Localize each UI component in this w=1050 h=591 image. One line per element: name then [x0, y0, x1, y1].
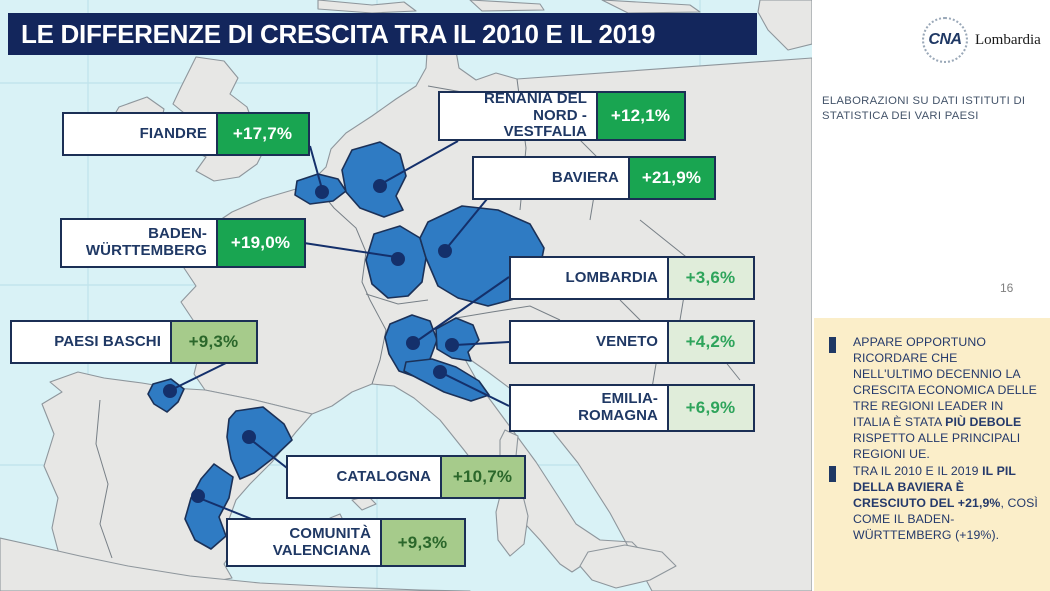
- region-label-baviera: BAVIERA +21,9%: [472, 156, 716, 200]
- growth-badge: +9,3%: [169, 320, 258, 364]
- dot-catalogna: [242, 430, 256, 444]
- growth-badge: +21,9%: [627, 156, 716, 200]
- region-label-lombardia: LOMBARDIA +3,6%: [509, 256, 755, 300]
- growth-badge: +4,2%: [666, 320, 755, 364]
- source-note: ELABORAZIONI SU DATI ISTITUTI DI STATIST…: [822, 95, 1026, 123]
- map-region-emilia-romagna: [403, 358, 490, 402]
- cna-lombardia-logo: CNA Lombardia: [922, 17, 1041, 63]
- page-title: LE DIFFERENZE DI CRESCITA TRA IL 2010 E …: [21, 18, 656, 49]
- region-name: BADEN- WÜRTTEMBERG: [60, 218, 218, 268]
- land-top-blob2: [601, 0, 701, 14]
- region-label-paesi-baschi: PAESI BASCHI +9,3%: [10, 320, 258, 364]
- region-name: CATALOGNA: [286, 455, 442, 499]
- land-norway: [757, 0, 813, 51]
- note-tail: , COSÌ COME IL BADEN-WÜRTTEMBERG (+19%).: [853, 495, 1038, 542]
- region-label-veneto: VENETO +4,2%: [509, 320, 755, 364]
- dot-renania: [373, 179, 387, 193]
- region-label-fiandre: FIANDRE +17,7%: [62, 112, 310, 156]
- map-region-catalogna: [226, 406, 293, 480]
- region-name: BAVIERA: [472, 156, 630, 200]
- note-lead: APPARE OPPORTUNO RICORDARE CHE NELL'ULTI…: [853, 335, 1037, 429]
- region-name: RENANIA DEL NORD - VESTFALIA: [438, 90, 598, 141]
- dot-veneto: [445, 338, 459, 352]
- page-number: 16: [1000, 281, 1014, 295]
- land-sicily: [579, 544, 677, 589]
- note-bullet-bar-icon: [829, 465, 836, 482]
- dot-baden-wurttemberg: [391, 252, 405, 266]
- dot-lombardia: [406, 336, 420, 350]
- growth-badge: +12,1%: [595, 91, 686, 141]
- growth-badge: +17,7%: [215, 112, 310, 156]
- dot-fiandre: [315, 185, 329, 199]
- growth-badge: +6,9%: [666, 384, 755, 432]
- notes-panel: APPARE OPPORTUNO RICORDARE CHE NELL'ULTI…: [814, 318, 1050, 591]
- region-label-comunita-valenciana: COMUNITÀ VALENCIANA +9,3%: [226, 518, 466, 567]
- note-lead: TRA IL 2010 E IL 2019: [853, 463, 983, 478]
- region-label-catalogna: CATALOGNA +10,7%: [286, 455, 526, 499]
- region-name: COMUNITÀ VALENCIANA: [226, 518, 382, 567]
- cna-logo-acronym: CNA: [928, 31, 962, 48]
- growth-badge: +3,6%: [666, 256, 755, 300]
- land-scandinavia: [317, 0, 417, 14]
- land-top-blob: [469, 0, 545, 12]
- note-item: APPARE OPPORTUNO RICORDARE CHE NELL'ULTI…: [829, 335, 1038, 463]
- region-name: FIANDRE: [62, 112, 218, 156]
- note-bold: PIÙ DEBOLE: [945, 414, 1022, 429]
- note-text: APPARE OPPORTUNO RICORDARE CHE NELL'ULTI…: [853, 335, 1038, 463]
- region-name: EMILIA- ROMAGNA: [509, 384, 669, 432]
- growth-badge: +9,3%: [379, 518, 466, 567]
- dot-paesi-baschi: [163, 384, 177, 398]
- region-name: VENETO: [509, 320, 669, 364]
- cna-logo-emblem: CNA: [922, 17, 968, 63]
- region-label-baden-wurttemberg: BADEN- WÜRTTEMBERG +19,0%: [60, 218, 306, 268]
- region-label-renania: RENANIA DEL NORD - VESTFALIA +12,1%: [438, 90, 686, 141]
- region-dots: [163, 179, 459, 503]
- dot-emilia-romagna: [433, 365, 447, 379]
- dot-valenciana: [191, 489, 205, 503]
- growth-badge: +19,0%: [215, 218, 306, 268]
- note-bullet-bar-icon: [829, 337, 836, 353]
- region-name: PAESI BASCHI: [10, 320, 172, 364]
- region-label-emilia-romagna: EMILIA- ROMAGNA +6,9%: [509, 384, 755, 432]
- connector-lines: [172, 140, 510, 521]
- note-text: TRA IL 2010 E IL 2019 IL PIL DELLA BAVIE…: [853, 464, 1038, 544]
- slide-title-bar: LE DIFFERENZE DI CRESCITA TRA IL 2010 E …: [8, 13, 757, 55]
- map-region-veneto: [435, 317, 480, 362]
- growth-badge: +10,7%: [439, 455, 526, 499]
- dot-baviera: [438, 244, 452, 258]
- note-item: TRA IL 2010 E IL 2019 IL PIL DELLA BAVIE…: [829, 464, 1038, 544]
- land-north-africa: [0, 537, 471, 591]
- note-tail: RISPETTO ALLE PRINCIPALI REGIONI UE.: [853, 430, 1021, 461]
- cna-logo-region-text: Lombardia: [975, 31, 1041, 48]
- note-bold: IL PIL DELLA BAVIERA È CRESCIUTO DEL +21…: [853, 463, 1016, 510]
- map-region-renania: [341, 141, 407, 218]
- region-name: LOMBARDIA: [509, 256, 669, 300]
